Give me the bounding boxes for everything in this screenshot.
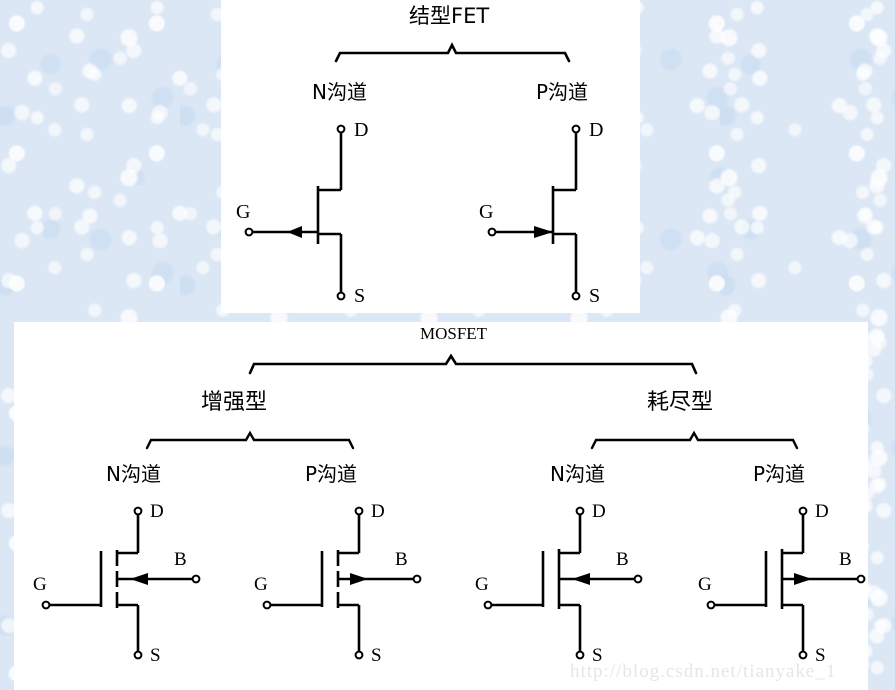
jfet-p-channel-label: P沟道 bbox=[536, 80, 589, 104]
mosfet-dep-p-body-arrow bbox=[794, 573, 812, 585]
mosfet-dep-n-body-label: B bbox=[616, 549, 629, 570]
mosfet-enh-n-gate-label: G bbox=[33, 574, 47, 595]
jfet-p-gate-label: G bbox=[479, 201, 494, 223]
mosfet-enh-n-source-label: S bbox=[150, 645, 161, 666]
mosfet-enh-n-body-label: B bbox=[174, 549, 187, 570]
mosfet-dep-n-symbol bbox=[490, 513, 636, 653]
mosfet-enh-p-symbol bbox=[269, 513, 415, 653]
jfet-section-title: 结型FET bbox=[409, 4, 490, 28]
mosfet-dep-p-terminals bbox=[706, 506, 866, 660]
mosfet-enh-n-terminals bbox=[41, 506, 201, 660]
jfet-p-drain-label: D bbox=[589, 119, 604, 141]
mosfet-enh-n-symbol bbox=[48, 513, 194, 653]
jfet-p-source-label: S bbox=[589, 285, 601, 307]
mosfet-enh-p-source-label: S bbox=[371, 645, 382, 666]
jfet-brace bbox=[334, 42, 571, 63]
jfet-n-drain-label: D bbox=[354, 119, 369, 141]
mosfet-dep-n-channel-label: N沟道 bbox=[550, 462, 605, 486]
mosfet-brace bbox=[248, 353, 698, 375]
mosfet-dep-n-body-arrow bbox=[572, 573, 590, 585]
mosfet-dep-n-drain-label: D bbox=[592, 501, 606, 522]
mosfet-dep-p-gate-label: G bbox=[698, 574, 712, 595]
mosfet-section-title: MOSFET bbox=[420, 324, 488, 343]
jfet-n-channel-gate-arrow bbox=[287, 226, 302, 238]
jfet-n-channel-label: N沟道 bbox=[312, 80, 367, 104]
mosfet-depletion-label: 耗尽型 bbox=[647, 390, 714, 415]
mosfet-enh-n-drain-label: D bbox=[150, 501, 164, 522]
jfet-p-channel-symbol bbox=[494, 131, 578, 294]
mosfet-dep-p-drain-label: D bbox=[815, 501, 829, 522]
mosfet-dep-p-body-label: B bbox=[839, 549, 852, 570]
jfet-n-channel-symbol bbox=[251, 131, 343, 294]
mosfet-dep-n-terminals bbox=[483, 506, 643, 660]
mosfet-enh-p-body-arrow bbox=[350, 573, 368, 585]
mosfet-enh-n-body-arrow bbox=[130, 573, 148, 585]
mosfet-enh-n-channel-label: N沟道 bbox=[106, 462, 161, 486]
mosfet-enh-p-terminals bbox=[262, 506, 422, 660]
mosfet-dep-p-symbol bbox=[713, 513, 859, 653]
jfet-n-gate-label: G bbox=[236, 201, 251, 223]
mosfet-enh-p-body-label: B bbox=[395, 549, 408, 570]
jfet-n-channel-terminals bbox=[244, 124, 346, 301]
enhancement-brace bbox=[145, 430, 355, 450]
mosfet-enh-p-drain-label: D bbox=[371, 501, 385, 522]
jfet-p-channel-terminals bbox=[487, 124, 581, 301]
mosfet-dep-p-channel-label: P沟道 bbox=[753, 462, 806, 486]
mosfet-dep-p-source-label: S bbox=[815, 645, 826, 666]
watermark-text: http://blog.csdn.net/tianyake_1 bbox=[570, 661, 837, 682]
mosfet-enh-p-channel-label: P沟道 bbox=[305, 462, 358, 486]
jfet-n-source-label: S bbox=[354, 285, 366, 307]
mosfet-panel bbox=[14, 322, 868, 690]
mosfet-dep-n-source-label: S bbox=[592, 645, 603, 666]
depletion-brace bbox=[590, 430, 799, 450]
mosfet-enh-p-gate-label: G bbox=[254, 574, 268, 595]
mosfet-dep-n-gate-label: G bbox=[475, 574, 489, 595]
mosfet-enhancement-label: 增强型 bbox=[201, 390, 268, 415]
jfet-p-channel-gate-arrow bbox=[534, 226, 553, 238]
